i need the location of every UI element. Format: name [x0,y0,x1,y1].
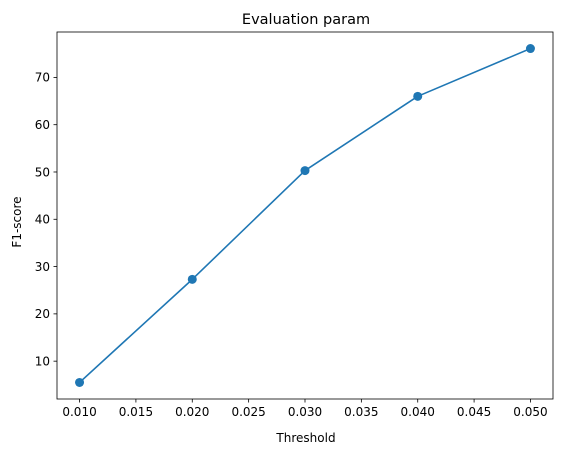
y-axis-label: F1-score [10,196,24,247]
data-point [75,377,85,387]
data-point [187,274,197,284]
y-tick-label: 70 [35,71,50,85]
data-point [525,44,535,54]
series-layer [75,44,535,387]
y-tick-label: 60 [35,118,50,132]
x-tick-label: 0.015 [119,405,153,419]
x-tick-label: 0.020 [175,405,209,419]
x-tick-label: 0.035 [344,405,378,419]
y-tick-label: 50 [35,165,50,179]
y-tick-label: 30 [35,260,50,274]
y-tick-label: 20 [35,307,50,321]
x-tick-label: 0.050 [513,405,547,419]
chart-title: Evaluation param [242,12,370,28]
x-axis-label: Threshold [275,431,335,445]
x-tick-label: 0.025 [231,405,265,419]
data-point [413,91,423,101]
data-point [300,166,310,176]
y-tick-label: 10 [35,354,50,368]
x-tick-label: 0.010 [62,405,96,419]
x-tick-label: 0.045 [457,405,491,419]
x-tick-label: 0.040 [401,405,435,419]
x-axis-ticks: 0.010 0.015 0.020 0.025 0.030 0.035 0.040 0.045… [62,399,548,419]
x-tick-label: 0.030 [288,405,322,419]
y-tick-label: 40 [35,213,50,227]
y-axis-ticks: 10 20 30 40 50 60 70 [35,71,57,368]
